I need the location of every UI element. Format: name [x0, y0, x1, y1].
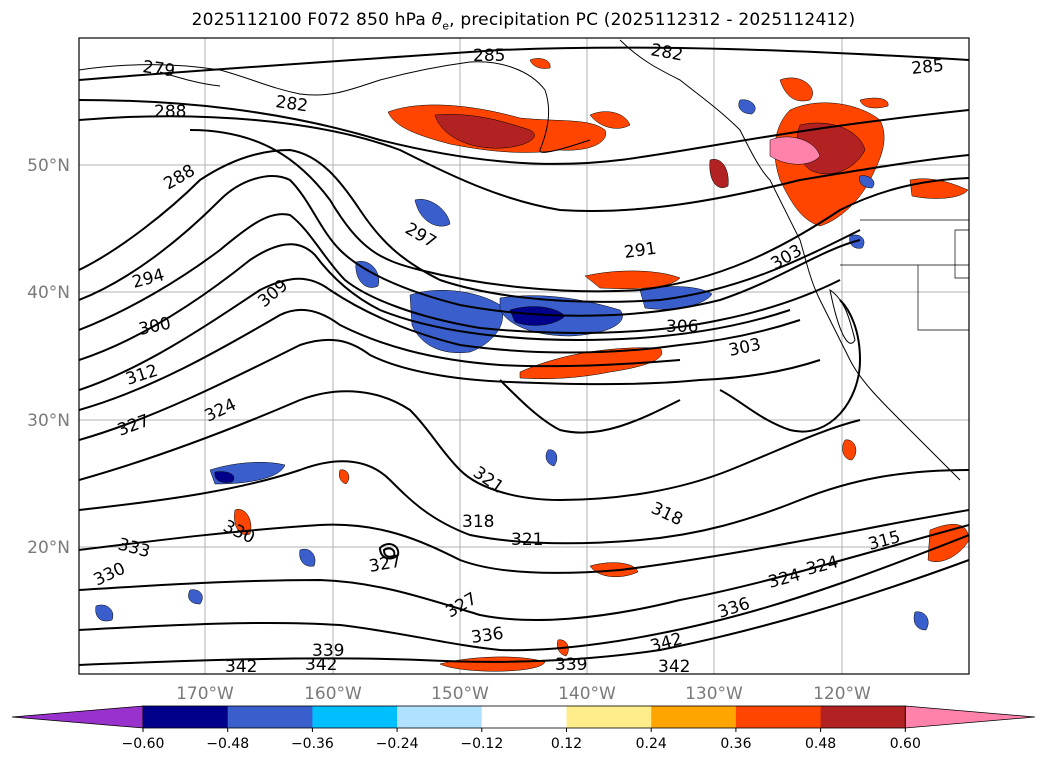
colorbar-tick-label: −0.60: [122, 736, 165, 752]
colorbar-segment: [312, 706, 398, 728]
gridlines: [79, 38, 969, 674]
colorbar-extend-low: [11, 705, 144, 729]
colorbar-segment: [397, 706, 483, 728]
colorbar-segment: [735, 706, 822, 728]
colorbar-tick-label: 0.12: [551, 736, 582, 752]
contour-label: 318: [462, 512, 494, 532]
colorbar-border: [142, 705, 906, 729]
contour-label: 342: [225, 657, 257, 677]
colorbar-tick-label: −0.36: [291, 736, 334, 752]
lon-label-170w: 170°W: [176, 684, 234, 704]
colorbar: −0.60 −0.48 −0.36 −0.24 −0.12 0.12 0.24 0.36 0.4…: [11, 705, 1036, 752]
lon-label-160w: 160°W: [304, 684, 362, 704]
contour-label: 291: [623, 239, 658, 263]
political-borders: [840, 219, 969, 331]
latitude-labels: 50°N 40°N 30°N 20°N: [27, 156, 70, 558]
colorbar-tick-label: −0.24: [376, 736, 419, 752]
contour-label: 321: [511, 530, 543, 550]
lat-label-30n: 30°N: [27, 411, 70, 431]
colorbar-tick-label: 0.60: [890, 736, 921, 752]
colorbar-segment: [481, 706, 567, 728]
colorbar-tick-label: 0.24: [636, 736, 667, 752]
precip-positive: [234, 58, 969, 672]
contour-label: 288: [154, 102, 186, 122]
colorbar-segment: [566, 706, 652, 728]
colorbar-tick-label: 0.36: [720, 736, 751, 752]
contour-label: 339: [555, 655, 587, 675]
colorbar-segment: [227, 706, 313, 728]
lon-label-150w: 150°W: [431, 684, 489, 704]
lat-label-20n: 20°N: [27, 538, 70, 558]
colorbar-segment: [143, 706, 229, 728]
colorbar-segment: [820, 706, 906, 728]
lon-label-120w: 120°W: [813, 684, 871, 704]
lon-label-130w: 130°W: [685, 684, 743, 704]
lon-label-140w: 140°W: [558, 684, 616, 704]
contour-label: 342: [658, 657, 690, 677]
theta-e-contours: [79, 46, 969, 666]
contour-label: 285: [910, 56, 944, 79]
colorbar-tick-label: −0.12: [460, 736, 503, 752]
colorbar-segments: [11, 705, 1036, 729]
contour-label: 306: [666, 317, 698, 337]
contour-label: 342: [305, 655, 337, 675]
contour-label: 339: [312, 641, 344, 661]
lat-label-50n: 50°N: [27, 156, 70, 176]
colorbar-tick-label: 0.48: [805, 736, 836, 752]
contour-label: 282: [274, 92, 309, 116]
colorbar-segment: [651, 706, 737, 728]
colorbar-ticks: −0.60 −0.48 −0.36 −0.24 −0.12 0.12 0.24 0.36 0.4…: [122, 728, 921, 752]
longitude-labels: 170°W 160°W 150°W 140°W 130°W 120°W: [176, 684, 871, 704]
colorbar-tick-label: −0.48: [206, 736, 249, 752]
contour-label: 285: [473, 46, 505, 66]
contour-label: 279: [141, 57, 176, 81]
contour-label: 336: [470, 624, 505, 648]
lat-label-40n: 40°N: [27, 283, 70, 303]
map-title: 2025112100 F072 850 hPa θe, precipitatio…: [191, 10, 856, 33]
map-frame: [78, 37, 970, 675]
colorbar-extend-high: [904, 705, 1036, 729]
